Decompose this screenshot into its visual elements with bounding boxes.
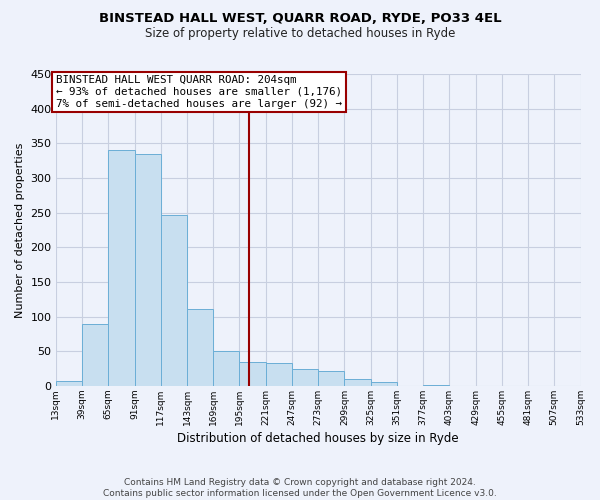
Bar	[187, 309, 213, 386]
Bar	[213, 351, 239, 386]
Text: Contains HM Land Registry data © Crown copyright and database right 2024.
Contai: Contains HM Land Registry data © Crown c…	[103, 478, 497, 498]
Bar	[161, 216, 187, 386]
Y-axis label: Number of detached properties: Number of detached properties	[15, 142, 25, 318]
Bar	[423, 384, 449, 386]
Text: Size of property relative to detached houses in Ryde: Size of property relative to detached ho…	[145, 28, 455, 40]
X-axis label: Distribution of detached houses by size in Ryde: Distribution of detached houses by size …	[178, 432, 459, 445]
Bar	[318, 372, 344, 386]
Bar	[266, 363, 292, 386]
Bar	[82, 324, 109, 386]
Bar	[371, 382, 397, 386]
Bar	[344, 379, 371, 386]
Bar	[56, 381, 82, 386]
Bar	[134, 154, 161, 386]
Bar	[239, 362, 266, 386]
Bar	[292, 368, 318, 386]
Text: BINSTEAD HALL WEST, QUARR ROAD, RYDE, PO33 4EL: BINSTEAD HALL WEST, QUARR ROAD, RYDE, PO…	[98, 12, 502, 26]
Bar	[109, 150, 134, 386]
Text: BINSTEAD HALL WEST QUARR ROAD: 204sqm
← 93% of detached houses are smaller (1,17: BINSTEAD HALL WEST QUARR ROAD: 204sqm ← …	[56, 76, 342, 108]
